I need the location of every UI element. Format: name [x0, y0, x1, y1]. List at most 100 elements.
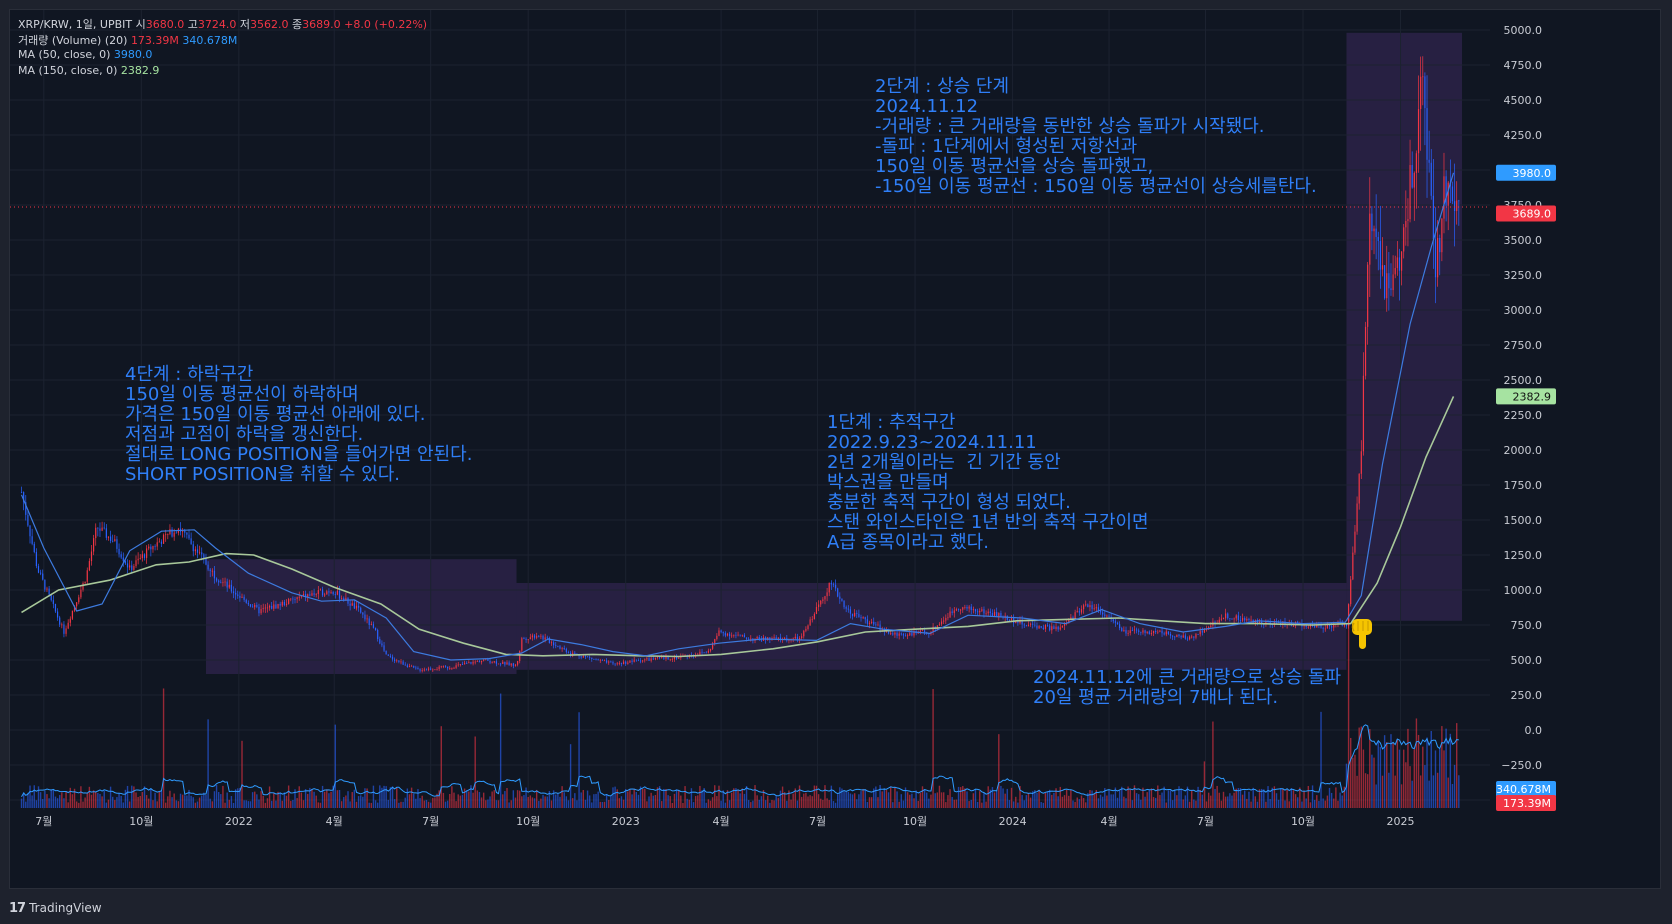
candle-body [413, 665, 415, 668]
candle-body [1358, 473, 1360, 504]
candle-body [389, 655, 391, 657]
candle-body [701, 651, 703, 653]
candle-body [438, 666, 440, 670]
candle-body [84, 581, 86, 583]
legend-volume-row[interactable]: 거래량 (Volume) (20) 173.39M 340.678M [18, 32, 237, 48]
candle-body [232, 591, 235, 593]
candle-body [1248, 618, 1250, 621]
candle-body [1373, 228, 1375, 232]
candle-body [1263, 624, 1265, 626]
candle-body [943, 620, 945, 622]
volume-bar [550, 800, 553, 808]
volume-bar [841, 788, 843, 808]
volume-bar [192, 797, 194, 808]
candle-body [292, 598, 294, 600]
volume-bar [1157, 785, 1159, 808]
candle-body [1070, 617, 1072, 620]
candle-body [851, 613, 854, 617]
volume-bar [540, 798, 542, 808]
volume-bar [1273, 786, 1276, 808]
volume-bar [249, 801, 252, 808]
volume-bar [1222, 791, 1225, 808]
volume-bar [741, 788, 743, 808]
volume-bar [1335, 787, 1337, 808]
candle-body [148, 546, 150, 549]
candle-body [606, 660, 608, 663]
volume-bar [873, 788, 875, 808]
legend-ma50-value: 3980.0 [113, 48, 153, 61]
volume-bar [911, 793, 913, 808]
volume-bar [1256, 801, 1259, 808]
volume-bar [629, 789, 631, 808]
candle-body [843, 600, 845, 608]
candle-body [775, 637, 777, 639]
chart-frame[interactable]: 5000.04750.04500.04250.04000.03750.03500… [9, 9, 1661, 889]
volume-bar [1305, 798, 1307, 808]
volume-bar [658, 786, 661, 808]
volume-bar [39, 792, 42, 808]
price-tag-label: 3980.0 [1513, 167, 1552, 180]
volume-bar [966, 791, 968, 808]
volume-bar [877, 797, 879, 808]
candle-body [398, 660, 400, 663]
candle-body [118, 548, 120, 555]
candle-body [1430, 162, 1432, 196]
volume-bar [311, 788, 313, 808]
volume-bar [1318, 800, 1320, 808]
stage-zone-3 [1346, 32, 1462, 621]
volume-bar [1184, 795, 1187, 808]
candle-body [298, 596, 300, 598]
candle-body [1235, 615, 1237, 619]
volume-bar [211, 801, 214, 808]
volume-bar [347, 791, 349, 808]
candle-body [1420, 76, 1422, 110]
price-chart[interactable]: 5000.04750.04500.04250.04000.03750.03500… [10, 10, 1661, 889]
volume-bar [1012, 801, 1015, 808]
candle-body [671, 659, 673, 660]
volume-bar [639, 786, 642, 808]
volume-bar [1328, 787, 1331, 808]
candle-body [69, 618, 71, 623]
volume-bar [938, 785, 941, 808]
volume-bar [1265, 801, 1267, 808]
candle-body [463, 663, 466, 665]
candle-body [983, 609, 985, 614]
volume-bar [985, 801, 987, 808]
candle-body [951, 611, 953, 613]
volume-bar [364, 788, 366, 808]
candle-body [724, 633, 726, 636]
candle-body [601, 659, 603, 661]
stage-zone-1 [205, 559, 517, 674]
candle-body [911, 633, 913, 636]
candle-body [1453, 201, 1456, 212]
candle-body [739, 634, 741, 636]
volume-bar [1167, 790, 1170, 808]
volume-bar [989, 789, 992, 808]
candle-body [1369, 213, 1371, 265]
price-tag-box [1496, 205, 1556, 222]
candle-body [1176, 634, 1178, 638]
candle-body [290, 598, 292, 600]
candle-body [1409, 165, 1411, 220]
volume-bar [63, 798, 65, 808]
candle-body [529, 637, 531, 640]
candle-body [285, 603, 288, 605]
candle-body [1108, 615, 1110, 617]
candle-body [362, 612, 364, 615]
candle-body [616, 663, 618, 665]
volume-bar [304, 789, 307, 808]
candle-body [996, 611, 998, 617]
legend-ma50-row[interactable]: MA (50, close, 0) 3980.0 [18, 48, 152, 61]
volume-bar [822, 799, 824, 808]
candle-body [112, 540, 114, 542]
candle-body [243, 596, 245, 600]
volume-bar [1186, 786, 1189, 808]
volume-bar [845, 791, 847, 808]
candle-body [1400, 251, 1403, 271]
legend-ma150-row[interactable]: MA (150, close, 0) 2382.9 [18, 64, 159, 77]
legend-open: 3680.0 [145, 18, 185, 31]
volume-bar [673, 793, 676, 808]
volume-bar [1082, 797, 1085, 808]
candle-body [998, 613, 1000, 617]
volume-bar [1034, 790, 1036, 808]
